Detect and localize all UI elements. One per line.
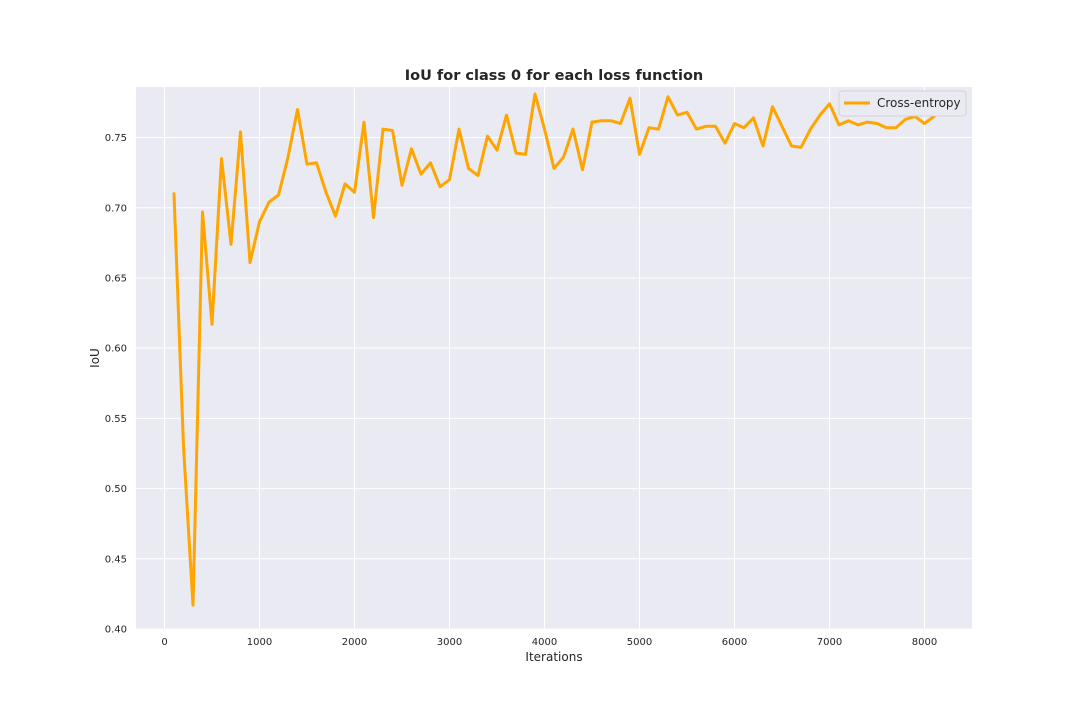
plot-background [136, 87, 972, 629]
y-tick-labels: 0.40 0.45 0.50 0.55 0.60 0.65 0.70 0.75 [105, 133, 127, 635]
x-tick-label: 1000 [247, 637, 272, 648]
series-line-cross-entropy [172, 92, 936, 607]
x-tick-label: 0 [161, 637, 167, 648]
x-tick-label: 2000 [342, 637, 367, 648]
y-tick-label: 0.45 [105, 554, 127, 565]
y-tick-label: 0.75 [105, 133, 127, 144]
y-tick-label: 0.70 [105, 203, 127, 214]
legend-box [838, 90, 967, 117]
x-tick-label: 3000 [437, 637, 462, 648]
x-tick-label: 8000 [912, 637, 937, 648]
y-tick-label: 0.65 [105, 273, 127, 284]
grid [136, 87, 972, 630]
x-tick-label: 7000 [817, 637, 842, 648]
y-tick-label: 0.50 [105, 484, 127, 495]
x-tick-labels: 0 1000 2000 3000 4000 5000 6000 7000 8000 [161, 637, 937, 648]
series-layer [172, 92, 936, 607]
y-tick-label: 0.40 [105, 625, 127, 636]
x-axis-label: Iterations [525, 650, 582, 664]
y-tick-label: 0.55 [105, 414, 127, 425]
y-axis-label: IoU [88, 348, 102, 368]
legend: Cross-entropy [838, 90, 967, 117]
x-tick-label: 4000 [532, 637, 557, 648]
legend-label-cross-entropy: Cross-entropy [877, 96, 961, 110]
chart-title: IoU for class 0 for each loss function [405, 68, 703, 84]
x-tick-label: 6000 [722, 637, 747, 648]
y-tick-label: 0.60 [105, 344, 127, 355]
x-tick-label: 5000 [627, 637, 652, 648]
